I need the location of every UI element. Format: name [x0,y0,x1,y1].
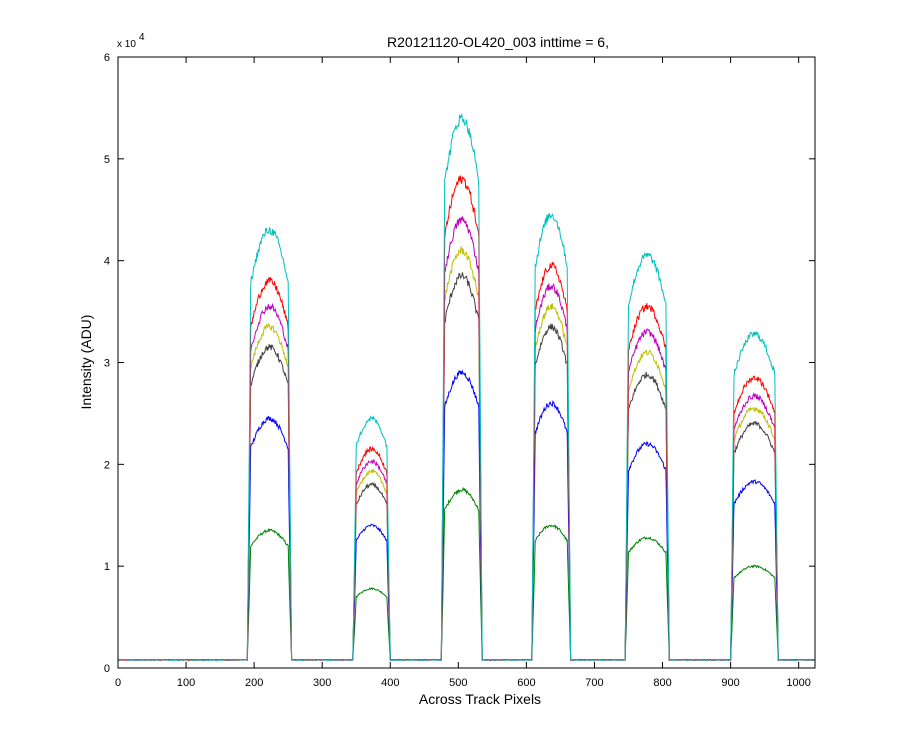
x-tick-label: 900 [721,677,739,689]
series-line-6 [117,113,816,662]
x-tick-label: 200 [245,677,263,689]
y-exponent-base: x 10 [117,39,136,50]
x-tick-label: 800 [653,677,671,689]
y-tick-label: 6 [104,52,110,64]
y-tick-label: 2 [104,459,110,471]
x-tick-label: 300 [313,677,331,689]
x-tick-label: 600 [517,677,535,689]
y-tick-label: 3 [104,358,110,370]
y-tick-label: 0 [104,663,110,675]
plot-axes: 0 100 200 300 400 500 600 700 800 900 1000 0 1 2 3 4 5 6 [104,52,815,689]
y-tick-label: 4 [104,256,110,268]
chart-title: R20121120-OL420_003 inttime = 6, [387,34,609,50]
x-axis-label: Across Track Pixels [419,691,541,707]
x-tick-label: 100 [177,677,195,689]
x-tick-label: 0 [115,677,121,689]
plot-lines [117,113,816,662]
x-tick-label: 1000 [786,677,810,689]
x-tick-label: 500 [449,677,467,689]
y-axis-label: Intensity (ADU) [78,315,94,410]
x-tick-label: 400 [381,677,399,689]
plot-frame [117,56,816,669]
y-tick-label: 5 [104,154,110,166]
y-tick-label: 1 [104,561,110,573]
x-tick-label: 700 [585,677,603,689]
y-exponent-power: 4 [139,32,145,43]
